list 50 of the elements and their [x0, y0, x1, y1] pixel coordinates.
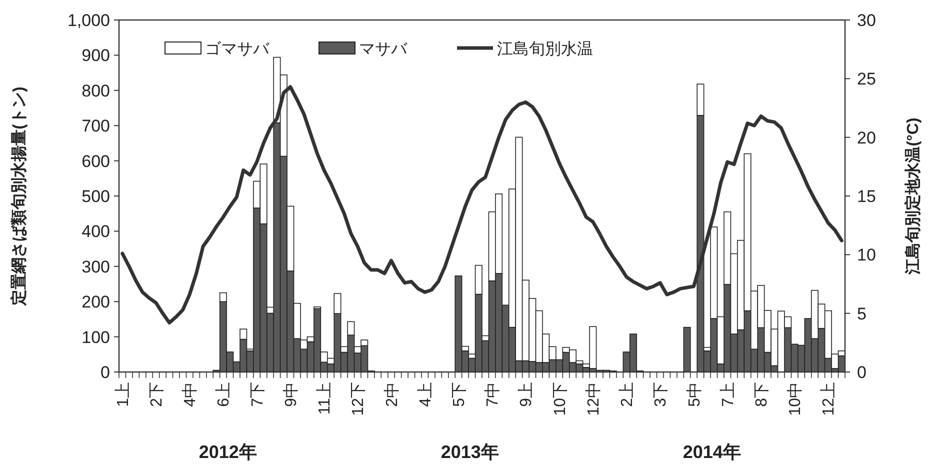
x-tick-label: 6上	[214, 382, 233, 407]
x-tick-label: 10中	[786, 382, 804, 416]
line-series	[120, 85, 844, 324]
x-tick-label: 7中	[484, 382, 502, 407]
y2-tick-label: 15	[857, 187, 876, 206]
x-tick-label: 12中	[584, 382, 602, 416]
x-tick-label: 10下	[552, 382, 569, 416]
y2-tick-label: 25	[857, 70, 876, 89]
x-tick-label: 9上	[517, 382, 536, 407]
y-tick-label: 400	[82, 222, 110, 242]
x-tick-label: 2中	[382, 382, 401, 407]
legend-label: ゴマサバ	[205, 41, 270, 58]
text: 2013年	[440, 442, 499, 462]
x-tick-label: 1上	[114, 382, 132, 407]
y-tick-label: 100	[82, 328, 110, 347]
x-tick-label: 9中	[282, 382, 300, 407]
text: 2014年	[682, 442, 741, 462]
y-tick-label: 500	[82, 187, 110, 206]
y-tick-label: 600	[82, 152, 110, 171]
x-tick-label: 11上	[316, 382, 334, 415]
y-axis-title: 定置網さば類旬別水揚量(トン)	[10, 86, 28, 306]
x-tick-label: 2下	[148, 382, 166, 407]
legend-label: 江島旬別水温	[497, 40, 593, 58]
y-tick-label: 1,000	[67, 11, 110, 30]
x-tick-label: 12下	[350, 382, 368, 416]
y2-tick-label: 30	[857, 11, 876, 30]
x-tick-label: 5中	[685, 382, 704, 407]
y2-tick-label: 0	[857, 363, 866, 382]
y2-tick-label: 20	[857, 128, 876, 148]
y2-axis-title: 江島旬別定地水温(°C)	[904, 118, 922, 276]
x-tick-label: 2上	[618, 382, 636, 407]
y-tick-label: 0	[100, 363, 110, 382]
y-tick-label: 900	[82, 46, 110, 66]
bar	[683, 326, 691, 372]
x-tick-label: 7下	[249, 382, 266, 407]
x-tick-label: 3下	[652, 382, 670, 407]
y2-tick-label: 10	[857, 246, 876, 265]
text: 2012年	[198, 442, 257, 462]
y2-tick-label: 5	[857, 304, 866, 324]
y-tick-label: 800	[82, 81, 110, 100]
x-tick-label: 5下	[450, 382, 468, 407]
x-tick-label: 12上	[820, 382, 838, 416]
y-tick-label: 200	[82, 292, 110, 312]
x-tick-label: 7上	[718, 382, 737, 407]
y-tick-label: 300	[82, 257, 110, 276]
x-tick-label: 4中	[181, 382, 200, 407]
x-tick-label: 8下	[753, 382, 770, 407]
legend-label: マサバ	[359, 41, 408, 58]
y-tick-label: 700	[82, 116, 110, 136]
x-tick-label: 4上	[416, 382, 434, 407]
